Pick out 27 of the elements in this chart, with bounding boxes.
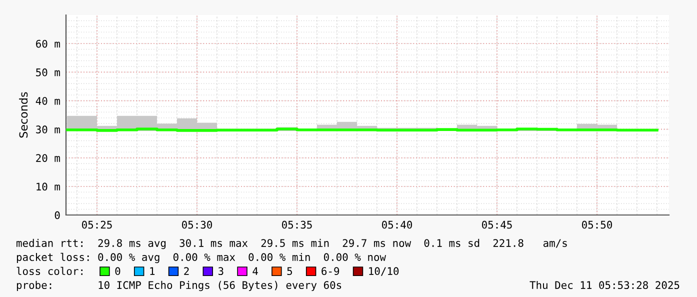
legend-label: 3 xyxy=(218,267,224,276)
legend-title: loss color: xyxy=(16,266,82,276)
legend-label: 2 xyxy=(184,267,189,275)
y-tick-label: 0 xyxy=(54,211,60,220)
text: median rtt: 29.8 ms avg 30.1 ms max 29.5 ms min 29.7 ms now 0.1 ms sd 221.8 am/s xyxy=(16,238,567,250)
text: Thu Dec 11 05:53:28 2025 xyxy=(530,280,680,290)
x-tick-label: 05:35 xyxy=(282,220,312,229)
x-tick-label: 05:45 xyxy=(482,220,512,229)
x-tick-label: 05:40 xyxy=(382,220,412,229)
y-tick-label: 50 m xyxy=(36,68,60,76)
text: probe: 10 ICMP Echo Pings (56 Bytes) every 60s xyxy=(16,280,342,292)
y-tick-label: 60 m xyxy=(36,40,60,48)
x-tick-label: 05:50 xyxy=(582,220,612,229)
x-tick-label: 05:30 xyxy=(182,220,212,229)
text: packet loss: 0.00 % avg 0.00 % max 0.00 % min 0.00 % now xyxy=(16,252,386,264)
legend-label: 1 xyxy=(150,267,155,275)
y-axis-title: Seconds xyxy=(19,92,28,138)
legend-label: 5 xyxy=(287,267,292,276)
y-tick-label: 20 m xyxy=(36,154,60,162)
y-tick-label: 10 m xyxy=(36,182,60,191)
legend-label: 10/10 xyxy=(369,267,399,276)
y-tick-label: 30 m xyxy=(36,126,60,134)
x-tick-label: 05:25 xyxy=(82,220,112,229)
legend-label: 4 xyxy=(252,267,258,275)
legend-label: 0 xyxy=(115,267,120,276)
y-tick-label: 40 m xyxy=(36,96,60,105)
legend-label: 6-9 xyxy=(322,267,340,276)
